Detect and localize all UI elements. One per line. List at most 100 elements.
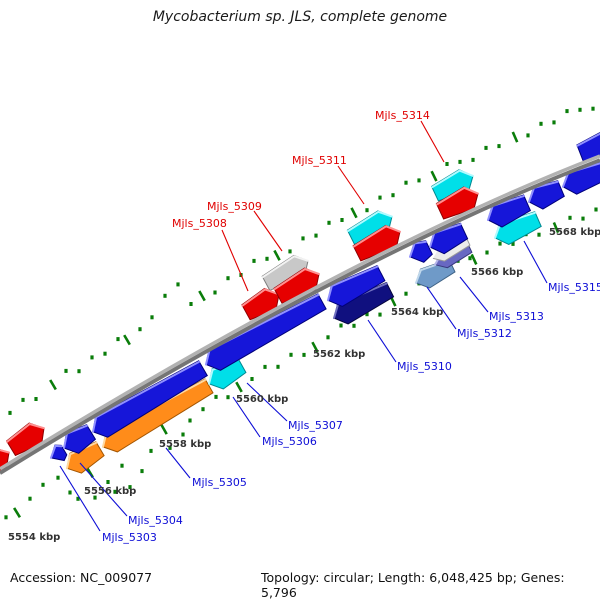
position-tick-label: 5556 kbp bbox=[84, 486, 136, 497]
scatter-dot bbox=[526, 133, 530, 138]
scatter-dot bbox=[116, 337, 120, 342]
label-leader-line bbox=[79, 462, 128, 517]
gene-arrow-bevel bbox=[352, 225, 401, 248]
gene-label: Mjls_5313 bbox=[489, 310, 544, 323]
gene-label: Mjls_5312 bbox=[457, 327, 512, 340]
label-leader-line bbox=[165, 447, 191, 479]
scatter-dot bbox=[497, 144, 501, 149]
gene-label: Mjls_5306 bbox=[262, 435, 317, 448]
label-leader-line bbox=[337, 165, 365, 205]
scatter-dot bbox=[468, 256, 472, 261]
gene-arrow-bevel bbox=[346, 210, 393, 233]
gene-arrow-bevel bbox=[241, 288, 280, 307]
scatter-tick-dash bbox=[49, 379, 57, 391]
gene-arrow-bevel bbox=[576, 132, 600, 147]
scatter-dot bbox=[265, 256, 269, 261]
scatter-dot bbox=[181, 432, 185, 437]
position-tick-label: 5558 kbp bbox=[159, 439, 211, 450]
scatter-dot bbox=[288, 249, 292, 254]
gene-arrow-bevel bbox=[431, 169, 474, 189]
gene-label: Mjls_5307 bbox=[288, 419, 343, 432]
scatter-dot bbox=[120, 463, 124, 468]
gene-arrow-bevel bbox=[50, 444, 63, 459]
scatter-tick-dash bbox=[273, 249, 281, 261]
scatter-dot bbox=[289, 352, 293, 357]
scatter-dot bbox=[213, 290, 217, 295]
scatter-dot bbox=[263, 364, 267, 369]
position-tick-label: 5562 kbp bbox=[313, 349, 365, 360]
scatter-dot bbox=[34, 397, 38, 401]
label-leader-line bbox=[523, 240, 548, 284]
position-tick-label: 5564 kbp bbox=[391, 307, 443, 318]
scatter-dot bbox=[552, 120, 556, 125]
scatter-dot bbox=[484, 145, 488, 150]
scatter-dot bbox=[106, 480, 110, 484]
scatter-dot bbox=[568, 215, 572, 220]
page-title: Mycobacterium sp. JLS, complete genome bbox=[152, 9, 448, 25]
scatter-dot bbox=[168, 445, 172, 450]
scatter-dot bbox=[176, 282, 180, 287]
scatter-dot bbox=[140, 469, 144, 474]
scatter-dot bbox=[378, 312, 382, 317]
scatter-dot bbox=[340, 218, 344, 222]
label-leader-line bbox=[253, 210, 283, 252]
scatter-tick-dash bbox=[123, 334, 131, 346]
genome-track-highlight bbox=[0, 154, 600, 471]
scatter-dot bbox=[64, 368, 68, 373]
position-tick-label: 5554 kbp bbox=[8, 532, 60, 543]
scatter-dot bbox=[163, 293, 167, 298]
status-topology: Topology: circular; Length: 6,048,425 bp… bbox=[261, 570, 565, 600]
position-tick-label: 5560 kbp bbox=[236, 394, 288, 405]
scatter-tick-dash bbox=[470, 253, 478, 265]
label-leader-line bbox=[59, 465, 101, 532]
scatter-dot bbox=[498, 241, 502, 246]
gene-arrow bbox=[576, 132, 600, 162]
scatter-dot bbox=[565, 109, 569, 114]
scatter-tick-dash bbox=[552, 222, 560, 234]
status-accession: Accession: NC_009077 bbox=[10, 570, 153, 585]
scatter-dot bbox=[276, 364, 280, 369]
label-leader-line bbox=[232, 396, 261, 438]
label-leader-line bbox=[426, 286, 457, 330]
gene-arrow-bevel bbox=[435, 186, 479, 206]
scatter-dot bbox=[581, 216, 585, 221]
scatter-dot bbox=[150, 315, 154, 320]
scatter-dot bbox=[41, 482, 45, 487]
gene-arrow-bevel bbox=[66, 441, 98, 470]
position-tick-label: 5568 kbp bbox=[549, 227, 600, 238]
scatter-dot bbox=[404, 291, 408, 296]
gene-label: Mjls_5314 bbox=[375, 109, 430, 122]
scatter-dot bbox=[485, 250, 489, 255]
scatter-dot bbox=[149, 448, 153, 453]
genome-track bbox=[0, 158, 600, 475]
gene-label: Mjls_5310 bbox=[397, 360, 452, 373]
scatter-dot bbox=[189, 302, 193, 306]
scatter-dot bbox=[458, 159, 462, 164]
scatter-dot bbox=[539, 121, 543, 126]
scatter-dot bbox=[68, 490, 72, 495]
scatter-dot bbox=[90, 355, 94, 360]
scatter-dot bbox=[391, 193, 395, 198]
label-leader-line bbox=[459, 276, 489, 313]
scatter-dot bbox=[301, 236, 305, 241]
scatter-dot bbox=[365, 208, 369, 213]
scatter-tick-dash bbox=[160, 423, 168, 435]
scatter-dot bbox=[445, 162, 449, 166]
scatter-dot bbox=[76, 496, 80, 501]
scatter-dot bbox=[578, 107, 582, 112]
scatter-dot bbox=[226, 276, 230, 281]
scatter-dot bbox=[93, 495, 97, 500]
scatter-dot bbox=[77, 369, 81, 374]
label-leader-line bbox=[246, 382, 288, 422]
gene-label: Mjls_5315 bbox=[548, 281, 600, 294]
scatter-dot bbox=[128, 485, 132, 490]
label-leader-line bbox=[420, 120, 445, 163]
gene-arrow-bevel bbox=[261, 255, 309, 279]
scatter-dot bbox=[201, 407, 205, 412]
scatter-dot bbox=[326, 335, 330, 340]
gene-label: Mjls_5305 bbox=[192, 476, 247, 489]
scatter-dot bbox=[352, 323, 356, 328]
gene-label: Mjls_5308 bbox=[172, 217, 227, 230]
